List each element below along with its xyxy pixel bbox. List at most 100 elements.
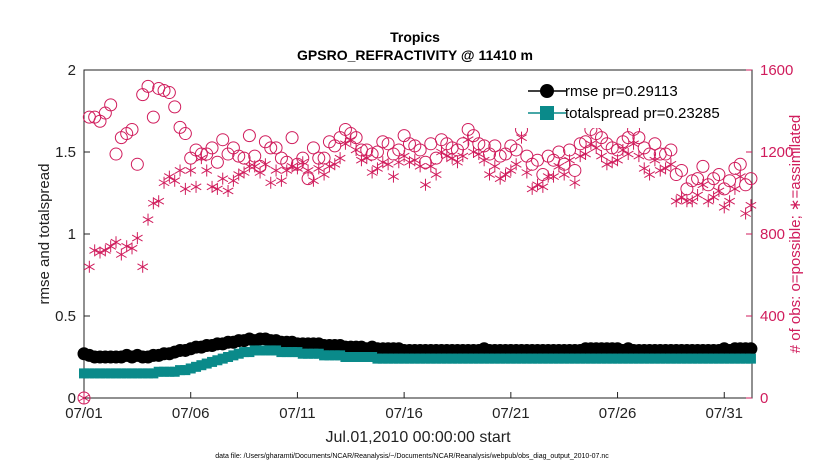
totalspread-point <box>708 353 719 364</box>
obs-assimilated-point <box>297 156 309 169</box>
obs-assimilated-point <box>302 164 314 177</box>
obs-assimilated-point <box>174 164 186 177</box>
obs-possible-point <box>685 174 699 188</box>
obs-possible-point <box>285 131 299 145</box>
obs-assimilated-point <box>521 166 533 179</box>
error-lines <box>77 332 758 379</box>
obs-assimilated-point <box>601 158 613 171</box>
x-tick-label: 07/06 <box>172 405 210 422</box>
obs-assimilated-point <box>163 170 175 183</box>
totalspread-point <box>148 368 159 379</box>
legend-spread-marker <box>540 106 554 120</box>
totalspread-point <box>415 353 426 364</box>
legend-spread-label: totalspread pr=0.23285 <box>565 105 720 122</box>
obs-assimilated-point <box>548 170 559 183</box>
obs-assimilated-point <box>217 172 229 185</box>
totalspread-point <box>185 363 196 374</box>
obs-assimilated-point <box>275 174 287 187</box>
obs-assimilated-point <box>323 160 335 173</box>
obs-assimilated-point <box>313 162 325 175</box>
obs-possible-point <box>205 141 219 155</box>
obs-assimilated-point <box>681 195 693 208</box>
totalspread-point <box>372 353 383 364</box>
obs-assimilated-point <box>558 168 570 181</box>
x-tick-label: 07/16 <box>385 405 423 422</box>
obs-possible-point <box>168 100 182 114</box>
obs-assimilated-point <box>233 168 245 181</box>
obs-assimilated-point <box>195 152 207 165</box>
totalspread-point <box>681 353 692 364</box>
obs-assimilated-point <box>660 162 672 175</box>
totalspread-point <box>239 347 250 358</box>
totalspread-point <box>660 353 671 364</box>
obs-assimilated-point <box>686 195 698 208</box>
totalspread-point <box>84 368 95 379</box>
obs-assimilated-point <box>745 199 757 212</box>
obs-assimilated-point <box>697 178 709 191</box>
obs-assimilated-point <box>564 154 575 167</box>
obs-assimilated-point <box>393 156 405 169</box>
totalspread-point <box>511 353 522 364</box>
obs-possible-point <box>157 84 171 97</box>
obs-assimilated-point <box>585 137 597 150</box>
totalspread-point <box>527 353 538 364</box>
obs-possible-point <box>376 135 390 149</box>
obs-assimilated-point <box>510 158 522 171</box>
totalspread-point <box>393 353 404 364</box>
obs-assimilated-point <box>355 154 367 167</box>
obs-possible-point <box>536 168 550 182</box>
obs-possible-point <box>392 143 406 157</box>
obs-assimilated-point <box>436 146 447 158</box>
obs-assimilated-point <box>169 174 181 187</box>
obs-possible-point <box>109 147 123 161</box>
y-axis-label: rmse and totalspread <box>36 164 53 305</box>
totalspread-point <box>356 352 367 362</box>
obs-assimilated-point <box>596 150 607 163</box>
ticks: 0 0.5 1 1.5 2 0 400 800 1200 1600 07/01 07/06 07/11 0… <box>55 62 793 422</box>
totalspread-point <box>532 353 543 364</box>
totalspread-point <box>607 353 618 364</box>
totalspread-point <box>153 366 164 377</box>
obs-possible-point <box>269 141 283 155</box>
obs-possible-point <box>675 163 689 177</box>
obs-assimilated-point <box>729 182 741 195</box>
obs-assimilated-point <box>286 160 298 173</box>
totalspread-point <box>735 353 746 364</box>
obs-assimilated-point <box>430 168 442 181</box>
totalspread-point <box>719 353 730 364</box>
obs-assimilated-point <box>622 148 634 161</box>
obs-possible-point <box>125 122 139 136</box>
legend-rmse-marker <box>540 84 554 98</box>
y2-axis-label: # of obs: o=possible; ∗=assimilated <box>787 115 804 354</box>
obs-assimilated-point <box>366 166 378 179</box>
x-axis-label: Jul.01,2010 00:00:00 start <box>325 429 511 446</box>
obs-assimilated-point <box>724 195 736 208</box>
totalspread-point <box>244 347 255 358</box>
obs-possible-point <box>210 155 224 169</box>
obs-assimilated-point <box>446 152 458 165</box>
totalspread-point <box>623 353 634 364</box>
obs-possible-point <box>141 79 155 93</box>
obs-assimilated-point <box>179 182 191 195</box>
obs-assimilated-point <box>222 184 234 197</box>
obs-assimilated-point <box>78 392 90 404</box>
obs-assimilated-point <box>494 172 506 185</box>
totalspread-point <box>612 353 623 364</box>
y-tick-label: 0.5 <box>55 308 76 325</box>
obs-possible-point <box>365 147 379 161</box>
totalspread-point <box>303 348 314 359</box>
obs-assimilated-point <box>409 154 421 167</box>
obs-assimilated-point <box>121 240 133 253</box>
totalspread-point <box>420 353 431 364</box>
obs-assimilated-point <box>211 182 223 195</box>
obs-assimilated-point <box>249 160 261 173</box>
obs-possible-point <box>509 143 523 157</box>
totalspread-point <box>335 350 346 361</box>
totalspread-point <box>351 352 362 362</box>
totalspread-point <box>164 366 175 377</box>
totalspread-point <box>484 353 495 364</box>
obs-assimilated-point <box>404 156 415 169</box>
obs-assimilated-point <box>206 180 218 193</box>
totalspread-point <box>345 352 356 362</box>
obs-assimilated-point <box>227 174 239 187</box>
